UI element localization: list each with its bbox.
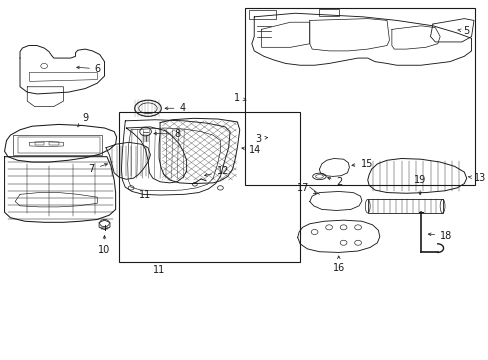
Bar xyxy=(18,137,100,153)
Text: 12: 12 xyxy=(204,166,229,176)
Text: 11: 11 xyxy=(138,190,150,200)
Text: 15: 15 xyxy=(351,159,372,169)
Text: 13: 13 xyxy=(468,173,485,183)
Bar xyxy=(35,142,44,145)
Text: 8: 8 xyxy=(154,129,180,139)
Bar xyxy=(49,142,59,145)
Bar xyxy=(319,9,338,16)
Bar xyxy=(119,112,300,262)
Text: 2: 2 xyxy=(327,177,342,187)
Text: 16: 16 xyxy=(332,256,344,273)
Text: 4: 4 xyxy=(165,103,185,113)
Bar xyxy=(244,8,474,185)
Text: 10: 10 xyxy=(98,235,110,255)
Bar xyxy=(367,199,442,213)
Text: 11: 11 xyxy=(153,265,165,275)
Text: 5: 5 xyxy=(457,26,468,36)
Text: 18: 18 xyxy=(427,231,451,240)
Text: 14: 14 xyxy=(242,144,261,154)
Text: 19: 19 xyxy=(413,175,426,195)
Text: 7: 7 xyxy=(88,163,107,174)
Bar xyxy=(249,10,275,19)
Bar xyxy=(13,135,102,155)
Text: 3: 3 xyxy=(255,134,267,144)
Text: 17: 17 xyxy=(297,183,316,194)
Text: 1: 1 xyxy=(233,93,245,103)
Text: 9: 9 xyxy=(77,113,88,127)
Text: 6: 6 xyxy=(77,64,101,74)
